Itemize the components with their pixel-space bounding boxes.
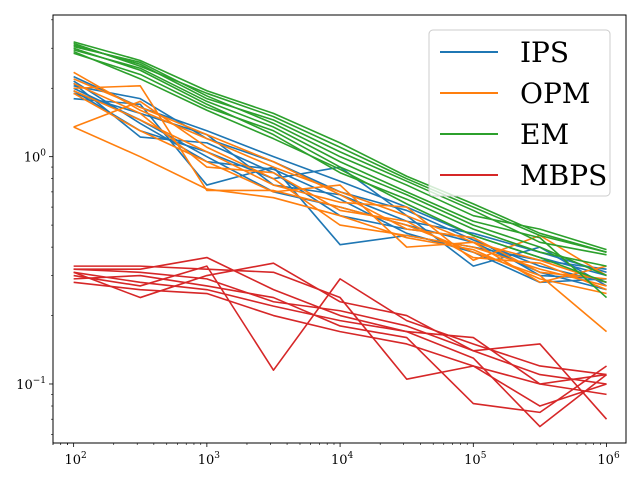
series-line-em-2 [73,45,607,251]
series-line-ips-8 [73,80,607,284]
plot-frame [52,14,627,444]
x-tick-label: 105 [464,451,487,468]
x-tick-label: 106 [597,451,620,468]
series-line-mbps-3 [73,262,608,420]
series-line-em-8 [73,41,607,253]
series-line-mbps-6 [73,271,608,428]
x-tick-label: 103 [198,451,221,468]
legend: IPS OPM EM MBPS [428,29,611,197]
y-tick-label: 100 [24,149,47,166]
axis-ticks: 102 103 104 105 106 10−1 100 [16,19,620,468]
series-line-opm-7 [73,126,607,295]
series-line-em-7 [73,50,607,284]
legend-label-mbps: MBPS [520,159,607,192]
legend-label-opm: OPM [520,77,590,110]
series-line-mbps-8 [73,268,607,385]
series-line-em-4 [73,44,607,256]
series-em [73,41,608,299]
series-mbps [73,256,608,428]
legend-box [428,29,611,197]
series-line-mbps-4 [73,265,607,407]
legend-label-em: EM [520,118,569,151]
series-opm [73,71,608,333]
series-line-em-6 [73,47,607,267]
series-line-opm-2 [73,85,608,333]
series-line-mbps-1 [73,256,607,385]
series-line-mbps-7 [73,281,607,396]
series-line-mbps-5 [73,274,607,414]
y-tick-label: 10−1 [16,376,46,393]
series-line-opm-8 [73,78,607,280]
legend-label-ips: IPS [520,36,569,69]
x-tick-label: 102 [64,451,86,468]
series-line-em-5 [73,52,607,277]
series-layer [73,41,608,428]
x-tick-label: 104 [331,451,354,468]
